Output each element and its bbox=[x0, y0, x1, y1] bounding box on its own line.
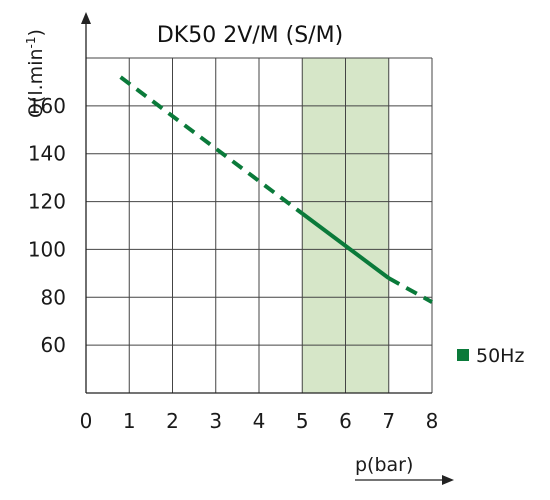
y-axis-arrow bbox=[81, 12, 91, 24]
y-tick-label-100: 100 bbox=[28, 237, 66, 261]
y-axis-title-main: Q(l.min bbox=[25, 48, 47, 118]
tick-label-layer: 0 1 2 3 4 5 6 7 8 60 80 100 120 140 160 bbox=[28, 94, 439, 433]
legend-swatch-50hz bbox=[457, 349, 469, 361]
series-0-segment-2-dashed bbox=[387, 276, 433, 304]
legend-label-50hz: 50Hz bbox=[476, 345, 524, 367]
series-layer bbox=[119, 75, 433, 304]
y-tick-label-120: 120 bbox=[28, 190, 66, 214]
chart-title: DK50 2V/M (S/M) bbox=[157, 23, 343, 48]
series-0-segment-1-solid bbox=[301, 211, 390, 280]
x-tick-label-5: 5 bbox=[296, 409, 309, 433]
x-axis-title: p(bar) bbox=[355, 454, 413, 476]
x-axis-arrow bbox=[442, 475, 454, 485]
y-tick-label-80: 80 bbox=[41, 285, 66, 309]
y-tick-label-60: 60 bbox=[41, 333, 66, 357]
axis-layer bbox=[81, 12, 454, 485]
y-axis-title-close: ) bbox=[25, 29, 47, 36]
y-tick-label-140: 140 bbox=[28, 142, 66, 166]
y-axis-title-superscript: -1 bbox=[24, 37, 38, 49]
series-0-segment-0-dashed bbox=[119, 75, 304, 216]
x-tick-label-1: 1 bbox=[123, 409, 136, 433]
x-tick-label-6: 6 bbox=[339, 409, 352, 433]
y-tick-label-160: 160 bbox=[28, 94, 66, 118]
x-tick-label-8: 8 bbox=[426, 409, 439, 433]
legend: 50Hz bbox=[457, 345, 524, 367]
x-tick-label-0: 0 bbox=[80, 409, 93, 433]
x-tick-label-2: 2 bbox=[166, 409, 179, 433]
y-axis-title: Q(l.min-1) bbox=[24, 29, 47, 118]
x-tick-label-7: 7 bbox=[382, 409, 395, 433]
grid-layer bbox=[86, 57, 433, 393]
x-tick-label-3: 3 bbox=[209, 409, 222, 433]
x-tick-label-4: 4 bbox=[253, 409, 266, 433]
